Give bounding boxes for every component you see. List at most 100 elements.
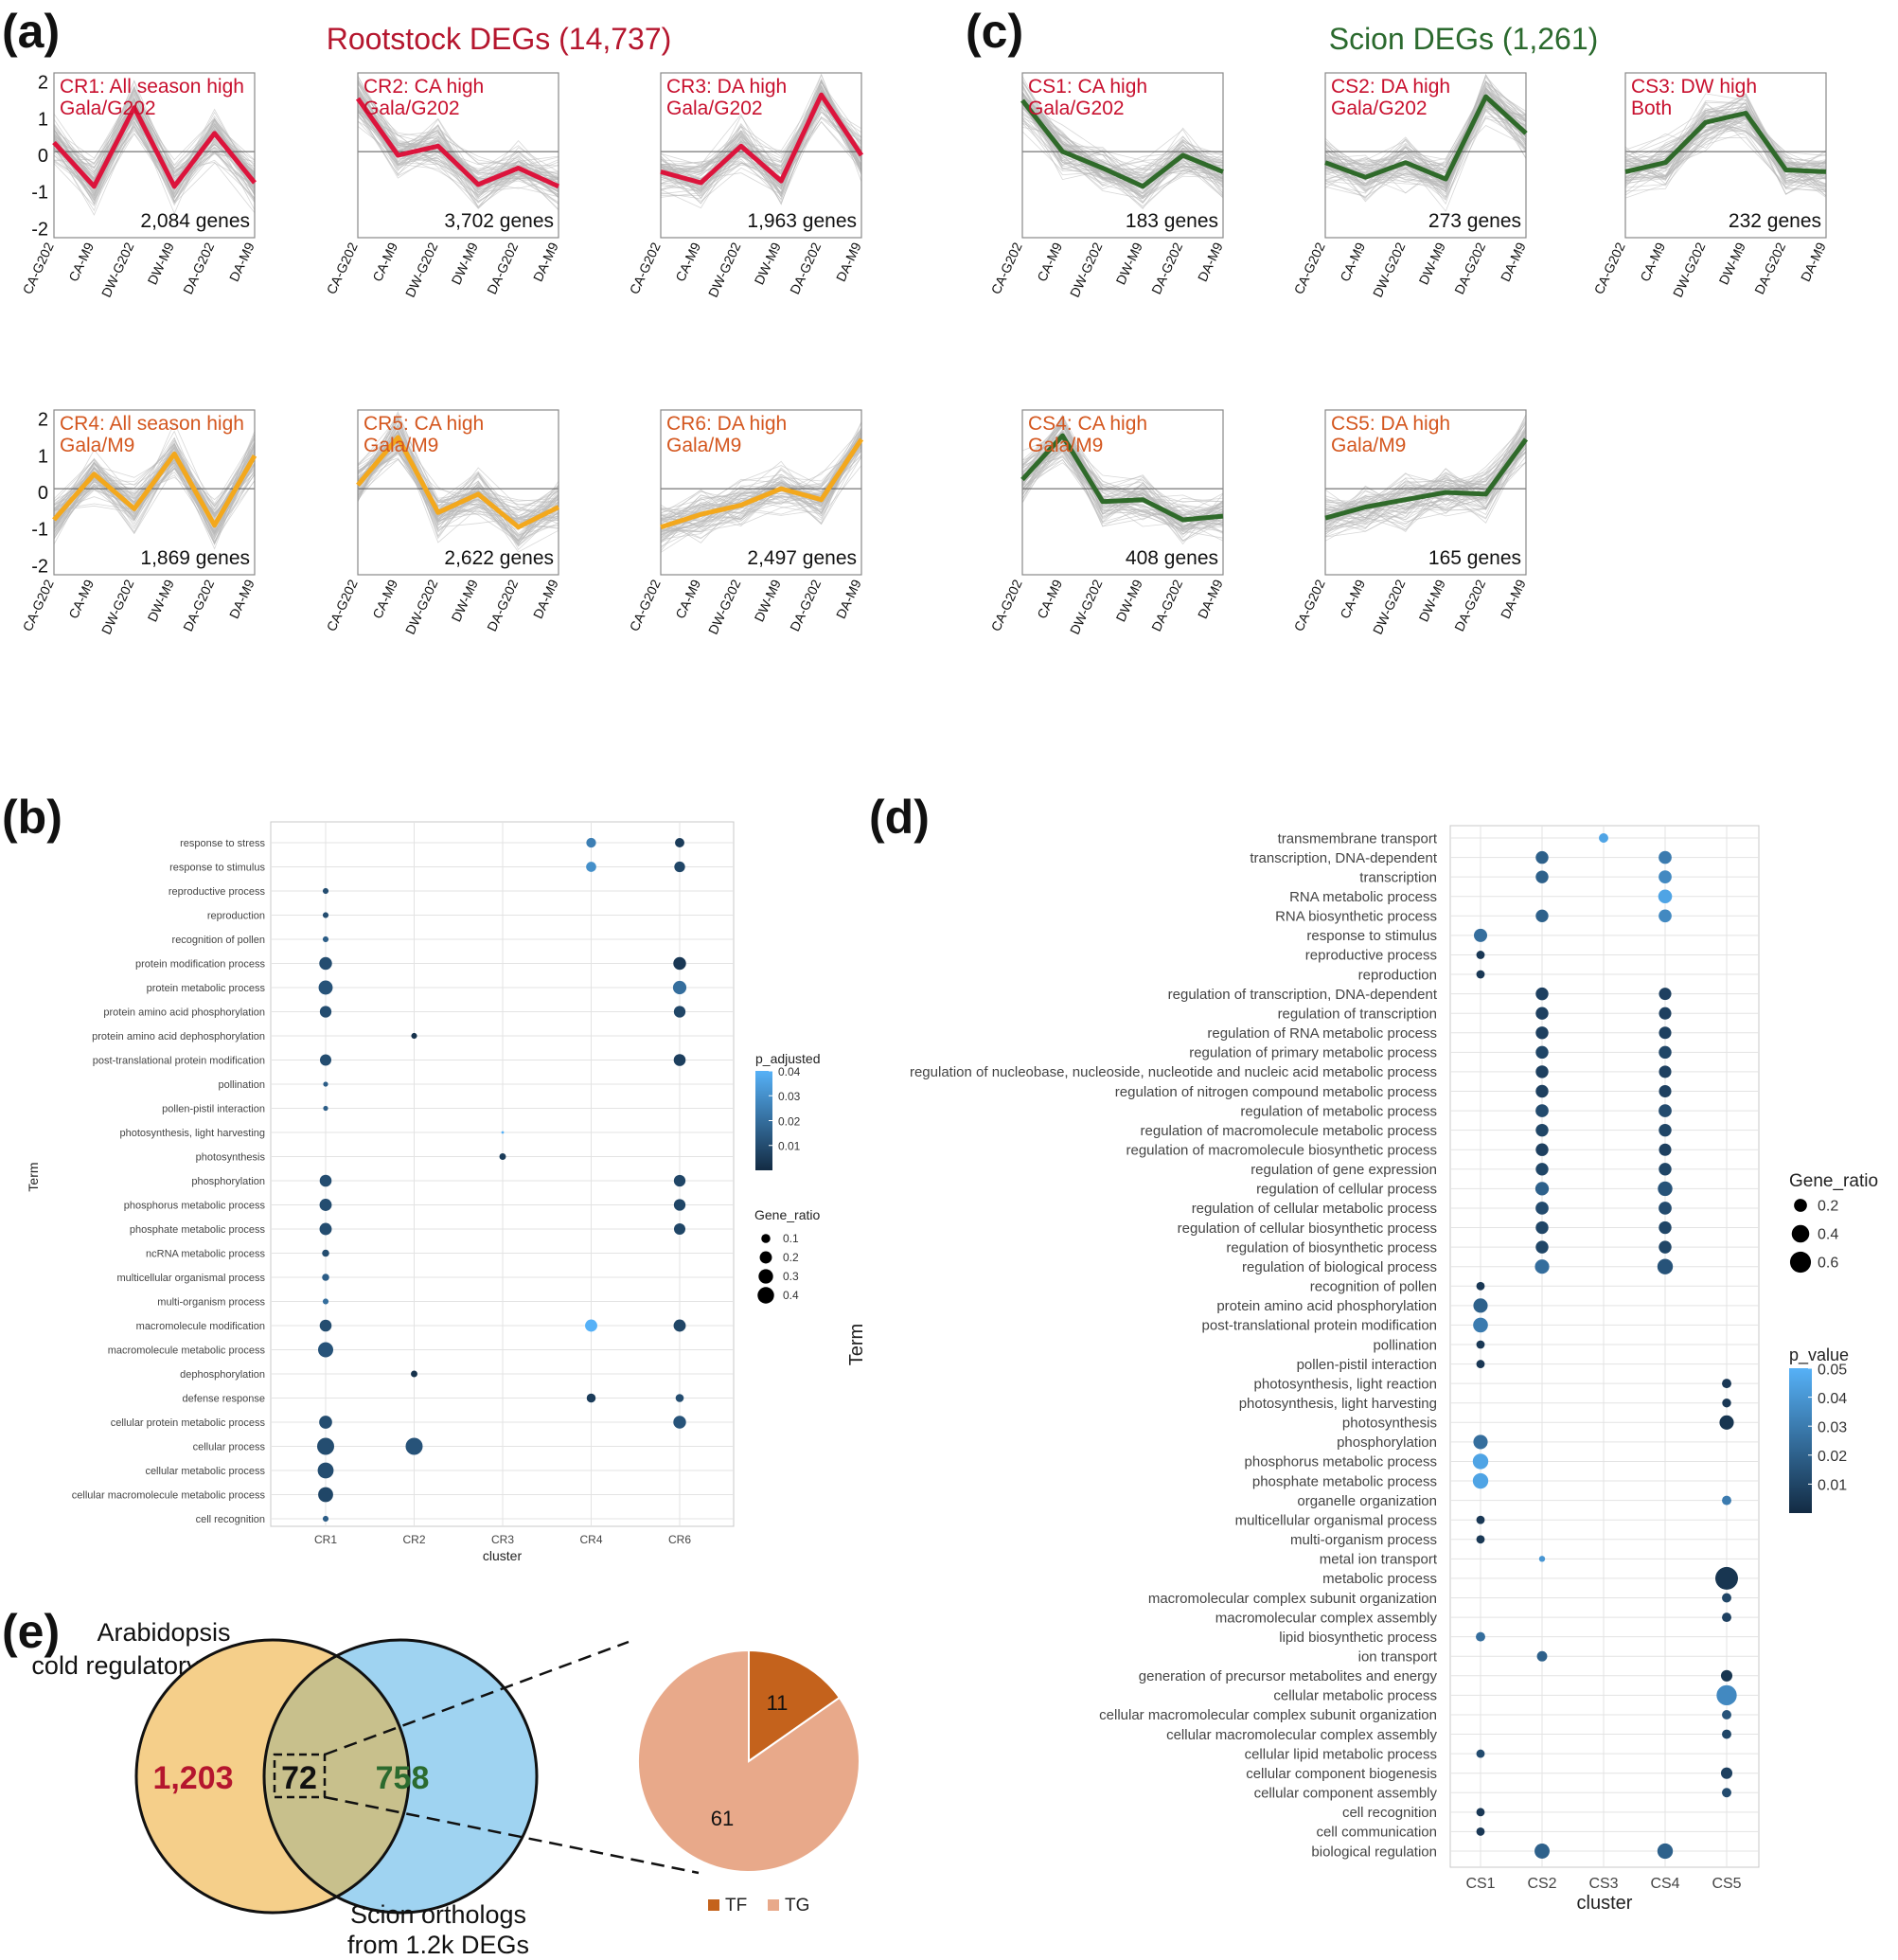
- x-tick-label: DA-G202: [1751, 240, 1788, 296]
- gridlines: [1450, 826, 1759, 1867]
- term-label: cellular macromolecule metabolic process: [72, 1489, 266, 1501]
- cluster-title: CS4: CA high: [1028, 413, 1147, 435]
- dot-point: [319, 1222, 332, 1236]
- term-label: cellular lipid metabolic process: [1245, 1746, 1437, 1762]
- x-tick-label: DA-M9: [226, 240, 257, 283]
- gene-count: 273 genes: [1428, 210, 1521, 232]
- x-axis-title: cluster: [1577, 1893, 1633, 1914]
- mean-profile-line: [355, 97, 560, 189]
- size-legend-dot: [1789, 1251, 1812, 1274]
- pie-legend-swatch: [708, 1899, 719, 1911]
- term-label: response to stress: [180, 838, 265, 849]
- gene-profile-line: [357, 80, 559, 191]
- gene-profile-line: [660, 427, 862, 526]
- color-legend-label: 0.05: [1818, 1362, 1847, 1378]
- x-tick-label: DW-M9: [1415, 577, 1448, 624]
- gene-count: 1,963 genes: [747, 210, 857, 232]
- term-label: phosphate metabolic process: [130, 1224, 266, 1236]
- dot-point: [1659, 850, 1672, 864]
- gene-profile-line: [1324, 414, 1527, 530]
- dot-point: [1476, 970, 1485, 979]
- pie-chart: 11 61 TF TG: [636, 1648, 860, 1915]
- dot-point: [1538, 1556, 1546, 1562]
- dot-point: [1659, 988, 1672, 1001]
- gene-profile-line: [1624, 124, 1827, 184]
- scion-gene-profiles: [1324, 73, 1527, 212]
- venn-left-outline: [134, 1638, 411, 1915]
- cluster-panel-frame: [1021, 72, 1224, 239]
- connector-line-bottom: [324, 1795, 700, 1875]
- term-label: ncRNA metabolic process: [146, 1248, 265, 1259]
- x-tick-label: CA-G202: [988, 577, 1025, 633]
- gene-profile-line: [357, 96, 559, 198]
- gene-count: 2,084 genes: [140, 210, 250, 232]
- cluster-subtitle: Gala/G202: [364, 98, 460, 119]
- cluster-panel-frame: [357, 72, 559, 239]
- term-label: photosynthesis, light harvesting: [1239, 1396, 1437, 1412]
- term-label: biological regulation: [1311, 1844, 1437, 1860]
- dot-point: [1659, 1084, 1672, 1098]
- x-tick-label: DW-G202: [705, 577, 744, 636]
- dot-point: [1659, 1240, 1672, 1254]
- dot-point: [1659, 1163, 1672, 1176]
- x-tick-label: DW-G202: [98, 577, 137, 636]
- cluster-subtitle: Gala/M9: [666, 435, 741, 456]
- dot-point: [673, 956, 686, 971]
- dot-point: [318, 1487, 333, 1503]
- cluster-title: CS2: DA high: [1331, 76, 1450, 98]
- color-legend-label: 0.01: [1818, 1478, 1847, 1494]
- term-label: transmembrane transport: [1278, 830, 1438, 846]
- x-tick-label: CA-M9: [1637, 240, 1668, 283]
- gene-profile-line: [1021, 424, 1224, 529]
- venn-diagram: Arabidopsis cold regulatory network 1,20…: [31, 1618, 700, 1959]
- cluster-title: CR2: CA high: [364, 76, 484, 98]
- gene-profile-line: [1624, 120, 1827, 176]
- gene-profile-line: [53, 114, 256, 215]
- term-label: response to stimulus: [1306, 928, 1437, 944]
- term-label: cellular macromolecular complex assembly: [1166, 1727, 1437, 1743]
- go-dotplot-scion: transmembrane transport transcription, DN…: [846, 825, 1878, 1914]
- venn-right-outline: [262, 1638, 539, 1915]
- venn-overlap-count: 72: [281, 1760, 317, 1796]
- y-tick-label: 0: [38, 483, 48, 504]
- gene-profile-line: [660, 84, 862, 171]
- term-label: recognition of pollen: [1310, 1279, 1437, 1295]
- term-label: photosynthesis: [196, 1151, 266, 1163]
- term-label: phosphorylation: [1337, 1434, 1437, 1451]
- gene-profile-line: [1324, 87, 1527, 172]
- dot-point: [1722, 1593, 1731, 1603]
- cluster-title: CR6: DA high: [666, 413, 787, 435]
- y-tick-label: 1: [38, 446, 48, 467]
- x-tick-label: DA-G202: [1451, 240, 1488, 296]
- gene-profile-line: [1324, 443, 1527, 533]
- mean-profile-line: [52, 451, 257, 528]
- color-legend-label: 0.02: [778, 1114, 801, 1128]
- cluster-title: CS1: CA high: [1028, 76, 1147, 98]
- dot-point: [411, 1370, 417, 1378]
- term-label: phosphorylation: [191, 1176, 265, 1187]
- dot-point: [322, 887, 329, 895]
- size-legend-dot: [757, 1287, 774, 1304]
- dot-point: [673, 1054, 686, 1066]
- term-label: regulation of biological process: [1242, 1259, 1437, 1275]
- term-label: regulation of nucleobase, nucleoside, nu…: [910, 1064, 1437, 1080]
- dot-point: [1722, 1379, 1731, 1389]
- x-tick-label: DA-M9: [1195, 240, 1226, 283]
- dot-point: [1535, 1240, 1549, 1254]
- dot-point: [499, 1153, 506, 1160]
- dot-point: [1659, 870, 1672, 884]
- color-legend-label: 0.04: [1818, 1391, 1847, 1407]
- gene-profile-line: [1624, 124, 1827, 189]
- dot-point: [1535, 909, 1549, 923]
- dot-point: [1535, 1084, 1549, 1098]
- term-label: multi-organism process: [1290, 1532, 1437, 1548]
- gene-count: 1,869 genes: [140, 547, 250, 569]
- gene-profile-line: [357, 442, 559, 536]
- x-tick-label: DA-G202: [787, 577, 824, 633]
- dot-point: [1534, 1182, 1550, 1196]
- size-legend-title: Gene_ratio: [754, 1207, 820, 1222]
- term-label: multi-organism process: [157, 1296, 265, 1308]
